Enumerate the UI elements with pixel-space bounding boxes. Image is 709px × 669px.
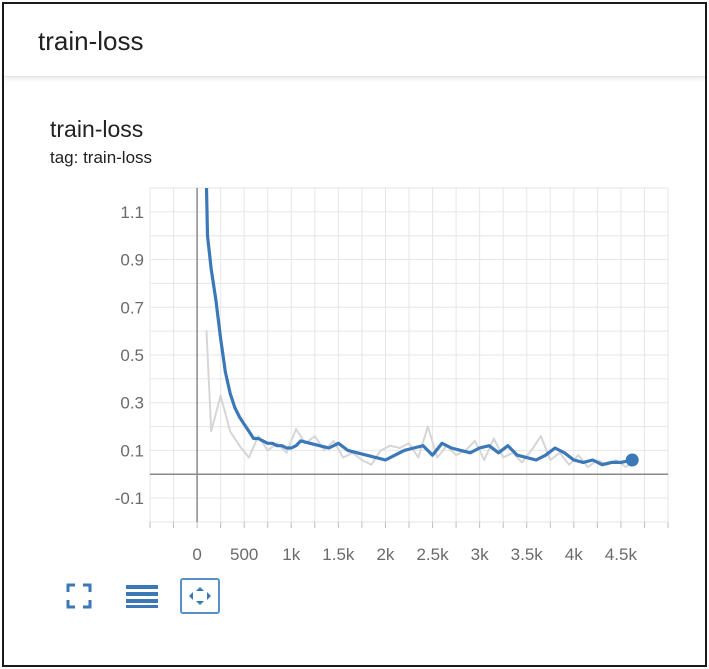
expand-button[interactable]	[59, 576, 99, 616]
expand-icon	[66, 583, 92, 609]
x-tick-label: 3.5k	[511, 545, 544, 564]
y-tick-label: -0.1	[115, 489, 144, 508]
last-point-marker	[625, 453, 639, 467]
x-tick-label: 1k	[282, 545, 300, 564]
x-tick-label: 500	[230, 545, 258, 564]
card-tag: tag: train-loss	[50, 148, 153, 167]
y-tick-label: 0.3	[120, 394, 144, 413]
x-tick-label: 4k	[565, 545, 583, 564]
card-title: train-loss	[50, 116, 144, 142]
y-tick-label: 0.9	[120, 251, 144, 270]
data-table-button[interactable]	[122, 576, 162, 616]
loss-chart[interactable]: 1.1 0.9 0.7 0.5 0.3 0.1 -0.1 0 500 1k 1.5k 2k 2.5k 3k…	[4, 4, 705, 665]
x-tick-label: 1.5k	[322, 545, 355, 564]
data-table-icon	[126, 585, 158, 608]
panel-title: train-loss	[38, 26, 144, 56]
x-tick-label: 0	[192, 545, 201, 564]
x-tick-label: 4.5k	[605, 545, 638, 564]
smoothed-loss-line	[204, 188, 634, 467]
fit-domain-button[interactable]	[180, 578, 220, 614]
fit-domain-icon	[189, 587, 211, 605]
y-tick-label: 0.1	[120, 441, 144, 460]
y-tick-label: 0.7	[120, 298, 144, 317]
x-tick-label: 3k	[471, 545, 489, 564]
x-tick-label: 2.5k	[416, 545, 449, 564]
x-tick-label: 2k	[376, 545, 394, 564]
y-tick-label: 0.5	[120, 346, 144, 365]
panel-header[interactable]: train-loss	[4, 4, 705, 77]
y-tick-label: 1.1	[120, 203, 144, 222]
